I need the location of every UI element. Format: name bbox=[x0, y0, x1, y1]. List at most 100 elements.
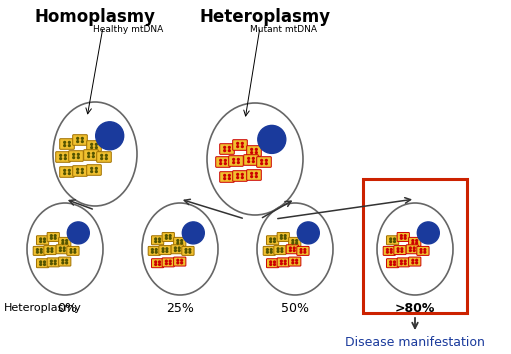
Circle shape bbox=[296, 240, 297, 241]
Circle shape bbox=[292, 259, 294, 261]
FancyBboxPatch shape bbox=[159, 246, 171, 255]
Circle shape bbox=[251, 176, 252, 177]
FancyBboxPatch shape bbox=[257, 157, 271, 167]
Circle shape bbox=[251, 172, 252, 174]
Circle shape bbox=[270, 238, 271, 240]
Circle shape bbox=[60, 154, 61, 156]
Circle shape bbox=[96, 122, 124, 150]
Circle shape bbox=[224, 163, 226, 165]
Circle shape bbox=[277, 251, 279, 252]
Ellipse shape bbox=[142, 203, 218, 295]
Circle shape bbox=[155, 238, 156, 240]
Circle shape bbox=[420, 249, 422, 251]
Circle shape bbox=[151, 251, 153, 253]
Circle shape bbox=[224, 175, 225, 176]
FancyBboxPatch shape bbox=[229, 156, 243, 166]
FancyBboxPatch shape bbox=[97, 152, 111, 162]
Circle shape bbox=[73, 154, 75, 155]
Circle shape bbox=[181, 240, 182, 241]
Text: Disease manifestation: Disease manifestation bbox=[345, 336, 485, 349]
Circle shape bbox=[169, 235, 171, 236]
FancyBboxPatch shape bbox=[266, 259, 278, 268]
Circle shape bbox=[251, 152, 252, 154]
FancyBboxPatch shape bbox=[266, 236, 278, 245]
Circle shape bbox=[177, 242, 179, 244]
Circle shape bbox=[304, 249, 306, 251]
Circle shape bbox=[281, 260, 282, 262]
Circle shape bbox=[270, 241, 271, 242]
Circle shape bbox=[178, 250, 180, 251]
Circle shape bbox=[96, 143, 97, 145]
Circle shape bbox=[416, 242, 417, 244]
Circle shape bbox=[241, 142, 243, 144]
Circle shape bbox=[238, 162, 239, 164]
Circle shape bbox=[281, 248, 283, 250]
Circle shape bbox=[60, 158, 61, 160]
Circle shape bbox=[412, 262, 414, 264]
FancyBboxPatch shape bbox=[33, 246, 45, 255]
Circle shape bbox=[256, 172, 257, 174]
FancyBboxPatch shape bbox=[60, 167, 74, 177]
Circle shape bbox=[70, 249, 72, 251]
Circle shape bbox=[393, 238, 396, 240]
Circle shape bbox=[158, 241, 160, 242]
Circle shape bbox=[390, 261, 391, 263]
Circle shape bbox=[64, 154, 66, 156]
Circle shape bbox=[169, 260, 171, 262]
Circle shape bbox=[417, 222, 439, 244]
Circle shape bbox=[237, 146, 239, 148]
Circle shape bbox=[40, 249, 42, 251]
Circle shape bbox=[43, 238, 45, 240]
Circle shape bbox=[424, 251, 426, 253]
FancyBboxPatch shape bbox=[397, 233, 409, 241]
Circle shape bbox=[237, 173, 239, 175]
FancyBboxPatch shape bbox=[44, 246, 56, 255]
FancyBboxPatch shape bbox=[247, 170, 261, 180]
Circle shape bbox=[51, 260, 52, 262]
FancyBboxPatch shape bbox=[87, 141, 101, 151]
Bar bbox=[363, 179, 467, 313]
FancyBboxPatch shape bbox=[277, 233, 289, 241]
Circle shape bbox=[51, 238, 52, 239]
Circle shape bbox=[393, 264, 396, 266]
Circle shape bbox=[174, 250, 176, 251]
Circle shape bbox=[390, 238, 391, 240]
Circle shape bbox=[185, 249, 187, 251]
Circle shape bbox=[36, 249, 38, 251]
Circle shape bbox=[416, 240, 417, 241]
Circle shape bbox=[81, 137, 83, 139]
Circle shape bbox=[178, 247, 180, 249]
FancyBboxPatch shape bbox=[148, 246, 160, 255]
Circle shape bbox=[296, 259, 297, 261]
Circle shape bbox=[248, 161, 249, 162]
Circle shape bbox=[101, 154, 103, 156]
Circle shape bbox=[265, 160, 267, 161]
Ellipse shape bbox=[53, 102, 137, 206]
Circle shape bbox=[169, 263, 171, 264]
Circle shape bbox=[424, 249, 426, 251]
Circle shape bbox=[43, 264, 45, 266]
Circle shape bbox=[256, 176, 257, 177]
Circle shape bbox=[292, 240, 294, 241]
Circle shape bbox=[70, 251, 72, 253]
Circle shape bbox=[189, 249, 191, 251]
Circle shape bbox=[237, 177, 239, 178]
Circle shape bbox=[181, 262, 182, 264]
FancyBboxPatch shape bbox=[87, 165, 101, 175]
Circle shape bbox=[181, 242, 182, 244]
FancyBboxPatch shape bbox=[383, 246, 396, 255]
Circle shape bbox=[228, 150, 230, 152]
Circle shape bbox=[267, 251, 268, 253]
Circle shape bbox=[284, 260, 286, 262]
Circle shape bbox=[64, 173, 65, 175]
Circle shape bbox=[401, 263, 402, 264]
Circle shape bbox=[62, 262, 64, 264]
Circle shape bbox=[265, 163, 267, 165]
Circle shape bbox=[401, 248, 403, 250]
Circle shape bbox=[62, 242, 64, 244]
Circle shape bbox=[62, 259, 64, 261]
Ellipse shape bbox=[27, 203, 103, 295]
Circle shape bbox=[261, 160, 263, 161]
Circle shape bbox=[228, 178, 230, 179]
Circle shape bbox=[267, 249, 268, 251]
